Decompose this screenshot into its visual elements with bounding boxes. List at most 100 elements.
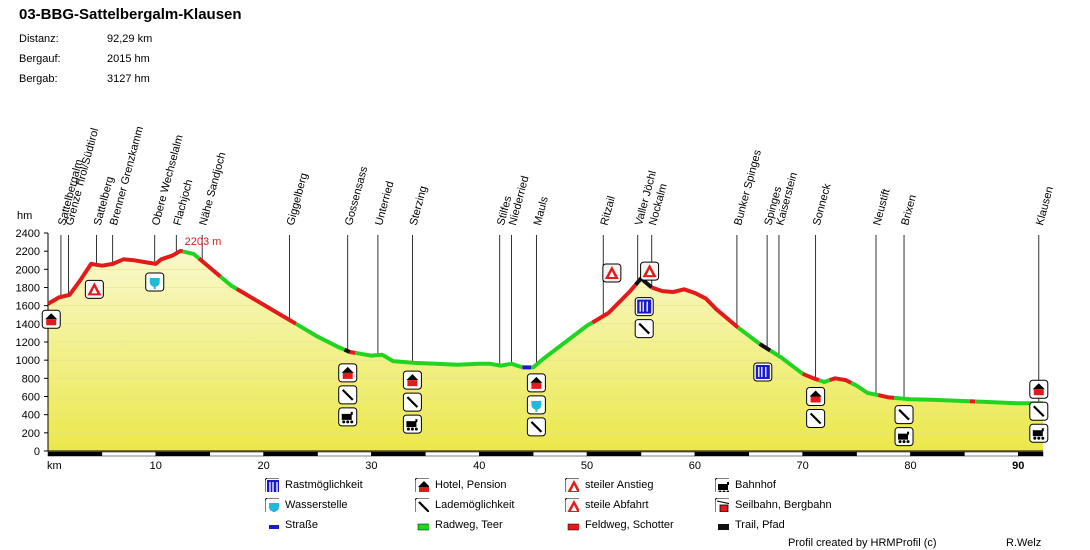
- train-wheel: [414, 427, 418, 431]
- x-scale-segment: [748, 451, 803, 457]
- steep-inner: [608, 270, 615, 277]
- train-wheel: [406, 427, 410, 431]
- profile-segment: [219, 275, 238, 291]
- legend-label: Bahnhof: [735, 479, 776, 491]
- legend-item: Wasserstelle: [265, 498, 348, 512]
- train-wheel: [1037, 436, 1041, 440]
- train-wheel: [350, 420, 354, 424]
- elevation-profile-chart: 0 200 400 600 800 1000 1200 1400 1600 1800 2000 220…: [16, 125, 1056, 472]
- charging-plug: [406, 396, 419, 408]
- hotel-icon: [1029, 379, 1049, 399]
- train-wheel: [906, 440, 910, 444]
- charging-icon: [402, 392, 422, 412]
- x-tick-label: 30: [365, 460, 377, 472]
- steep-ascent-icon: [602, 263, 622, 283]
- charging-icon: [634, 319, 654, 339]
- waypoint-label: Brenner Grenzkamm: [108, 125, 146, 227]
- stat-ascent-label: Bergauf:: [19, 53, 61, 65]
- train-body: [341, 413, 352, 420]
- legend-label: steiler Anstieg: [585, 479, 654, 491]
- water-icon: [145, 272, 165, 292]
- profile-segment: [343, 347, 351, 354]
- train-icon: [338, 407, 358, 427]
- hotel-icon: [415, 478, 429, 492]
- charging-plug: [530, 421, 543, 433]
- x-scale-segment: [263, 451, 318, 457]
- waypoint-label: Nähe Sandjoch: [197, 151, 228, 227]
- x-tick-label: 10: [150, 460, 162, 472]
- waypoint-label: Giggelberg: [285, 172, 311, 227]
- road-swatch-bar: [269, 525, 279, 529]
- profile-segment: [294, 322, 346, 352]
- gravel-swatch-icon: [567, 523, 579, 531]
- charging-plug: [1033, 405, 1045, 418]
- profile-segment: [736, 325, 761, 346]
- water-legend-icon: [265, 498, 279, 512]
- hotel-body: [810, 396, 821, 403]
- x-scale-segment: [802, 451, 857, 457]
- steep-inner: [571, 505, 577, 511]
- waypoint-label: Ritzail: [599, 195, 618, 227]
- bikeway-swatch-legend-icon: [417, 523, 429, 531]
- hotel-roof: [341, 366, 354, 373]
- steep-triangle: [567, 500, 579, 512]
- waypoint-label: Neustift: [871, 188, 892, 227]
- cable-car-legend-icon: [715, 498, 729, 512]
- stat-distance-label: Distanz:: [19, 33, 59, 45]
- gravel-swatch-bar: [567, 523, 579, 531]
- hotel-body: [407, 380, 418, 387]
- charging-legend-icon: [415, 498, 429, 512]
- cable-car-icon: [715, 498, 729, 512]
- legend-item: Trail, Pfad: [715, 518, 785, 532]
- rest-cutlery: [269, 482, 278, 492]
- profile-segment: [354, 350, 524, 370]
- profile-segment: [769, 348, 804, 376]
- waypoint-label: Unterried: [373, 180, 396, 227]
- hotel-roof: [418, 481, 429, 487]
- hotel-roof: [406, 374, 419, 381]
- waypoint-lines: [60, 235, 1040, 404]
- train-wheel: [718, 490, 722, 492]
- train-body: [406, 421, 417, 428]
- steep-inner: [571, 485, 577, 491]
- trail-swatch-bar: [718, 524, 729, 530]
- x-tick-label: 60: [689, 460, 701, 472]
- charging-plug: [638, 322, 650, 335]
- charging-plug: [418, 501, 429, 512]
- profile-segment: [801, 371, 820, 382]
- train-chimney: [1041, 428, 1044, 432]
- credit-text: Profil created by HRMProfil (c): [788, 537, 937, 549]
- gravel-swatch-legend-icon: [567, 523, 579, 531]
- hotel-icon: [402, 370, 422, 390]
- rest-icon: [265, 478, 279, 492]
- train-chimney: [350, 411, 353, 415]
- hotel-body: [419, 487, 429, 492]
- legend-item: Lademöglichkeit: [415, 498, 515, 512]
- legend-label: Rastmöglichkeit: [285, 479, 363, 491]
- train-body: [718, 484, 728, 490]
- profile-segment: [182, 249, 201, 260]
- train-chimney: [727, 482, 729, 485]
- x-scale-segment: [47, 451, 103, 457]
- legend-label: Straße: [285, 519, 319, 531]
- water-cup: [149, 278, 160, 288]
- hotel-body: [1033, 389, 1044, 396]
- profile-segment: [349, 350, 356, 355]
- waypoint-label: Gossensass: [343, 165, 370, 227]
- legend-label: Hotel, Pension: [435, 479, 507, 491]
- profile-segment: [758, 342, 772, 353]
- x-scale-segment: [640, 451, 696, 457]
- profile-segment: [894, 395, 970, 404]
- max-elevation-label: 2203 m: [185, 236, 222, 248]
- hotel-body: [342, 372, 353, 379]
- x-scale-segment: [856, 451, 911, 457]
- hotel-roof: [1032, 383, 1045, 390]
- x-scale-segment: [155, 451, 210, 457]
- train-wheel: [898, 440, 902, 444]
- profile-title: 03-BBG-Sattelbergalm-Klausen: [19, 6, 242, 23]
- charging-plug: [341, 389, 354, 401]
- profile-segment: [46, 248, 184, 306]
- x-scale-segment: [694, 451, 750, 457]
- poi-icons: [41, 261, 1049, 447]
- y-tick-label: 2400: [16, 228, 40, 240]
